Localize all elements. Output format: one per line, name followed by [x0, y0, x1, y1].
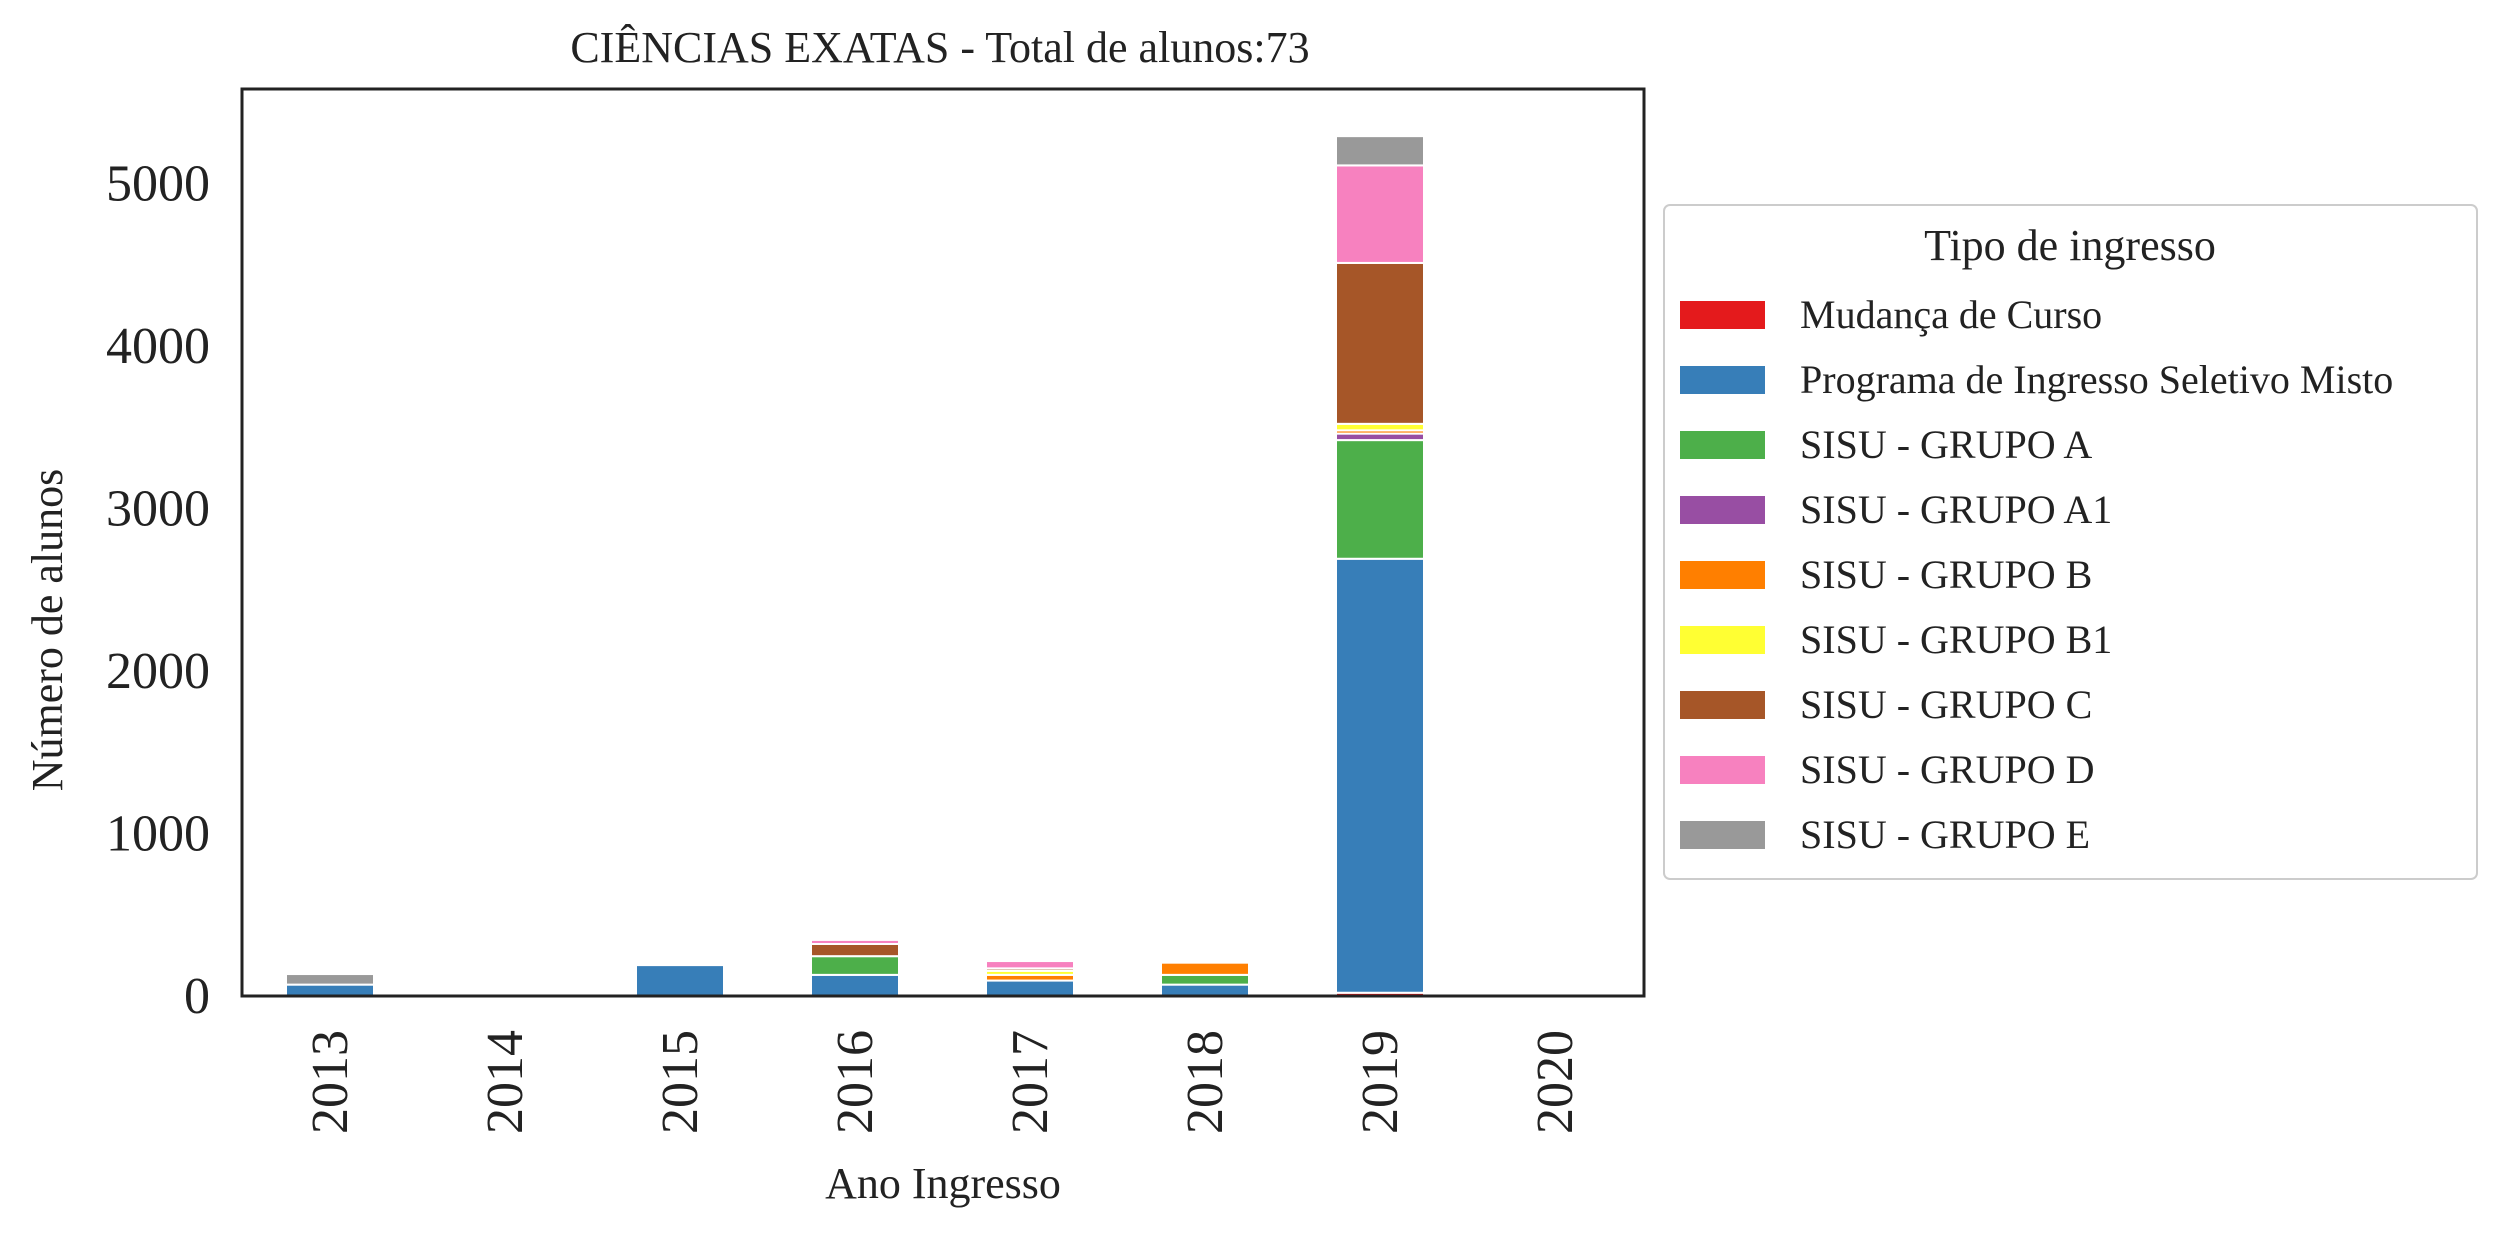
- legend-label: SISU - GRUPO A: [1800, 422, 2092, 467]
- bar-segment-2013-series-1: [285, 983, 375, 998]
- x-tick-label: 2014: [477, 1030, 534, 1134]
- y-tick-label: 5000: [106, 155, 210, 212]
- y-tick-label: 2000: [106, 643, 210, 700]
- legend-swatch: [1680, 756, 1765, 784]
- x-tick-label: 2015: [652, 1030, 709, 1134]
- y-axis-label: Número de alunos: [23, 469, 72, 792]
- y-tick-label: 3000: [106, 480, 210, 537]
- bar-segment-2015-series-1: [635, 964, 725, 998]
- x-tick-label: 2019: [1352, 1030, 1409, 1134]
- y-tick-label: 4000: [106, 318, 210, 375]
- legend-swatch: [1680, 821, 1765, 849]
- legend-label: SISU - GRUPO D: [1800, 747, 2095, 792]
- plot-area-frame: [240, 87, 1646, 998]
- x-tick-label: 2016: [827, 1030, 884, 1134]
- legend-swatch: [1680, 561, 1765, 589]
- bar-segment-2019-series-1: [1335, 557, 1425, 994]
- legend-label: SISU - GRUPO E: [1800, 812, 2090, 857]
- legend-items: Mudança de Curso Programa de Ingresso Sel…: [1680, 292, 2393, 857]
- bar-segment-2019-series-7: [1335, 164, 1425, 264]
- bar-segment-2016-series-2: [810, 955, 900, 976]
- bar-segment-2016-series-6: [810, 942, 900, 958]
- x-axis-label: Ano Ingresso: [825, 1159, 1061, 1208]
- y-tick-label: 1000: [106, 805, 210, 862]
- ticks-layer: 2013 2014 2015 2016 2017 2018 2019 2020 0 1000 200…: [106, 155, 1584, 1134]
- bar-segment-2013-series-8: [285, 973, 375, 986]
- legend-title: Tipo de ingresso: [1924, 221, 2216, 270]
- y-tick-label: 0: [184, 968, 210, 1025]
- x-tick-label: 2018: [1177, 1030, 1234, 1134]
- x-tick-label: 2020: [1527, 1030, 1584, 1134]
- bar-segment-2019-series-6: [1335, 261, 1425, 425]
- legend-label: SISU - GRUPO C: [1800, 682, 2092, 727]
- legend: Tipo de ingresso Mudança de Curso Program…: [1663, 204, 2478, 880]
- legend-frame: [1663, 204, 2478, 880]
- legend-swatch: [1680, 301, 1765, 329]
- legend-label: SISU - GRUPO B: [1800, 552, 2092, 597]
- legend-swatch: [1680, 626, 1765, 654]
- bar-segment-2019-series-2: [1335, 439, 1425, 560]
- bar-segment-2016-series-7: [810, 938, 900, 945]
- bar-segment-2017-series-7: [985, 960, 1075, 970]
- bar-segment-2019-series-8: [1335, 135, 1425, 167]
- legend-swatch: [1680, 496, 1765, 524]
- x-tick-label: 2017: [1002, 1030, 1059, 1134]
- bar-segment-2016-series-1: [810, 973, 900, 998]
- bar-segment-2018-series-2: [1160, 973, 1250, 986]
- bars-layer: [285, 135, 1600, 998]
- legend-swatch: [1680, 366, 1765, 394]
- legend-swatch: [1680, 431, 1765, 459]
- bar-segment-2017-series-1: [985, 979, 1075, 997]
- x-tick-label: 2013: [302, 1030, 359, 1134]
- bar-segment-2018-series-4: [1160, 961, 1250, 976]
- chart-title: CIÊNCIAS EXATAS - Total de alunos:73: [570, 23, 1309, 72]
- legend-label: Mudança de Curso: [1800, 292, 2102, 337]
- legend-label: SISU - GRUPO A1: [1800, 487, 2112, 532]
- bar-segment-2018-series-1: [1160, 983, 1250, 998]
- legend-label: SISU - GRUPO B1: [1800, 617, 2112, 662]
- legend-label: Programa de Ingresso Seletivo Misto: [1800, 357, 2393, 402]
- legend-swatch: [1680, 691, 1765, 719]
